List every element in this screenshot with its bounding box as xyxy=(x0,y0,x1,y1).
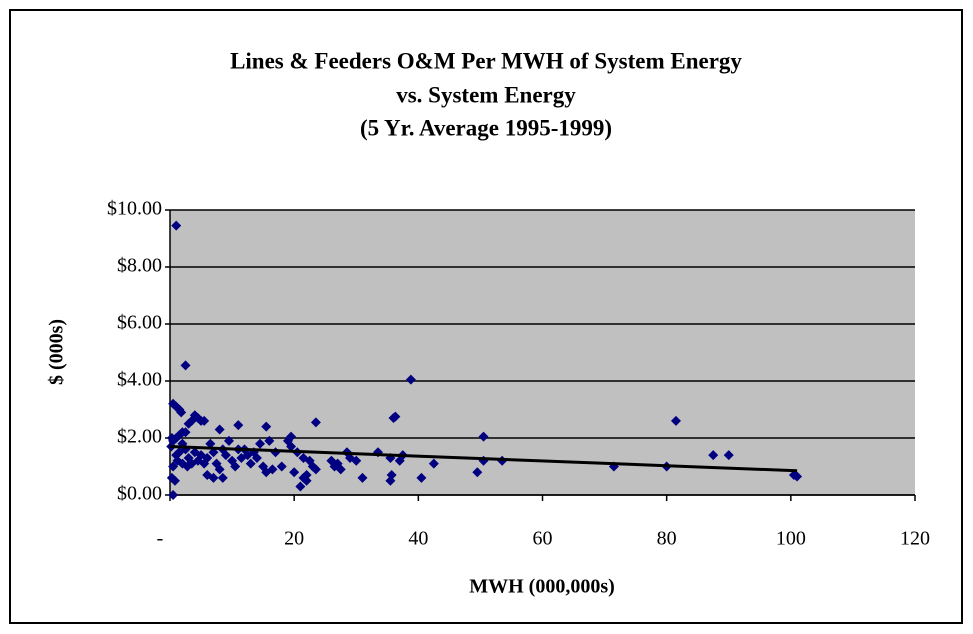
point xyxy=(670,415,681,426)
x-axis-label: MWH (000,000s) xyxy=(469,576,615,598)
point xyxy=(708,450,719,461)
x-tick-label: 80 xyxy=(657,528,677,550)
point xyxy=(326,455,337,466)
point xyxy=(428,458,439,469)
point xyxy=(211,458,222,469)
x-tick-label: 100 xyxy=(776,528,806,550)
point xyxy=(168,398,179,409)
point xyxy=(180,360,191,371)
point xyxy=(258,461,269,472)
x-tick-label: 40 xyxy=(408,528,428,550)
trendline xyxy=(169,445,798,473)
point xyxy=(245,458,256,469)
point xyxy=(236,452,247,463)
point xyxy=(223,435,234,446)
point xyxy=(171,450,182,461)
point xyxy=(390,411,401,422)
point xyxy=(205,438,216,449)
point xyxy=(166,472,177,483)
point xyxy=(295,481,306,492)
y-tick-label: $6.00 xyxy=(117,312,162,334)
point xyxy=(171,220,182,231)
point xyxy=(183,418,194,429)
y-tick-label: $8.00 xyxy=(117,255,162,277)
chart-title: Lines & Feeders O&M Per MWH of System En… xyxy=(230,48,742,73)
point xyxy=(168,461,179,472)
point xyxy=(264,435,275,446)
point xyxy=(214,424,225,435)
point xyxy=(788,470,799,481)
point xyxy=(723,450,734,461)
point xyxy=(168,490,179,500)
point xyxy=(255,438,266,449)
point xyxy=(416,472,427,483)
x-tick-label: 120 xyxy=(900,528,930,550)
point xyxy=(310,417,321,428)
point xyxy=(357,472,368,483)
point xyxy=(261,421,272,432)
point xyxy=(233,420,244,431)
x-tick-label: - xyxy=(157,528,164,550)
x-tick-label: 60 xyxy=(533,528,553,550)
point xyxy=(166,433,177,443)
y-tick-label: $4.00 xyxy=(117,369,162,391)
point xyxy=(202,470,213,481)
point xyxy=(405,374,416,385)
point xyxy=(217,472,228,483)
y-tick-label: $10.00 xyxy=(107,198,162,220)
point xyxy=(189,447,200,458)
point xyxy=(386,470,397,481)
point xyxy=(472,467,483,478)
point xyxy=(478,431,489,442)
point xyxy=(289,467,300,478)
point xyxy=(276,461,287,472)
x-tick-label: 20 xyxy=(284,528,304,550)
point xyxy=(298,452,309,463)
point xyxy=(227,455,238,466)
point xyxy=(183,452,194,463)
point xyxy=(298,472,309,483)
chart-title: vs. System Energy xyxy=(396,82,576,107)
chart-title: (5 Yr. Average 1995-1999) xyxy=(360,115,612,140)
y-axis-label: $ (000s) xyxy=(46,319,68,385)
y-tick-label: $2.00 xyxy=(117,426,162,448)
point xyxy=(394,455,405,466)
point xyxy=(282,435,293,446)
y-tick-label: $0.00 xyxy=(117,483,162,505)
